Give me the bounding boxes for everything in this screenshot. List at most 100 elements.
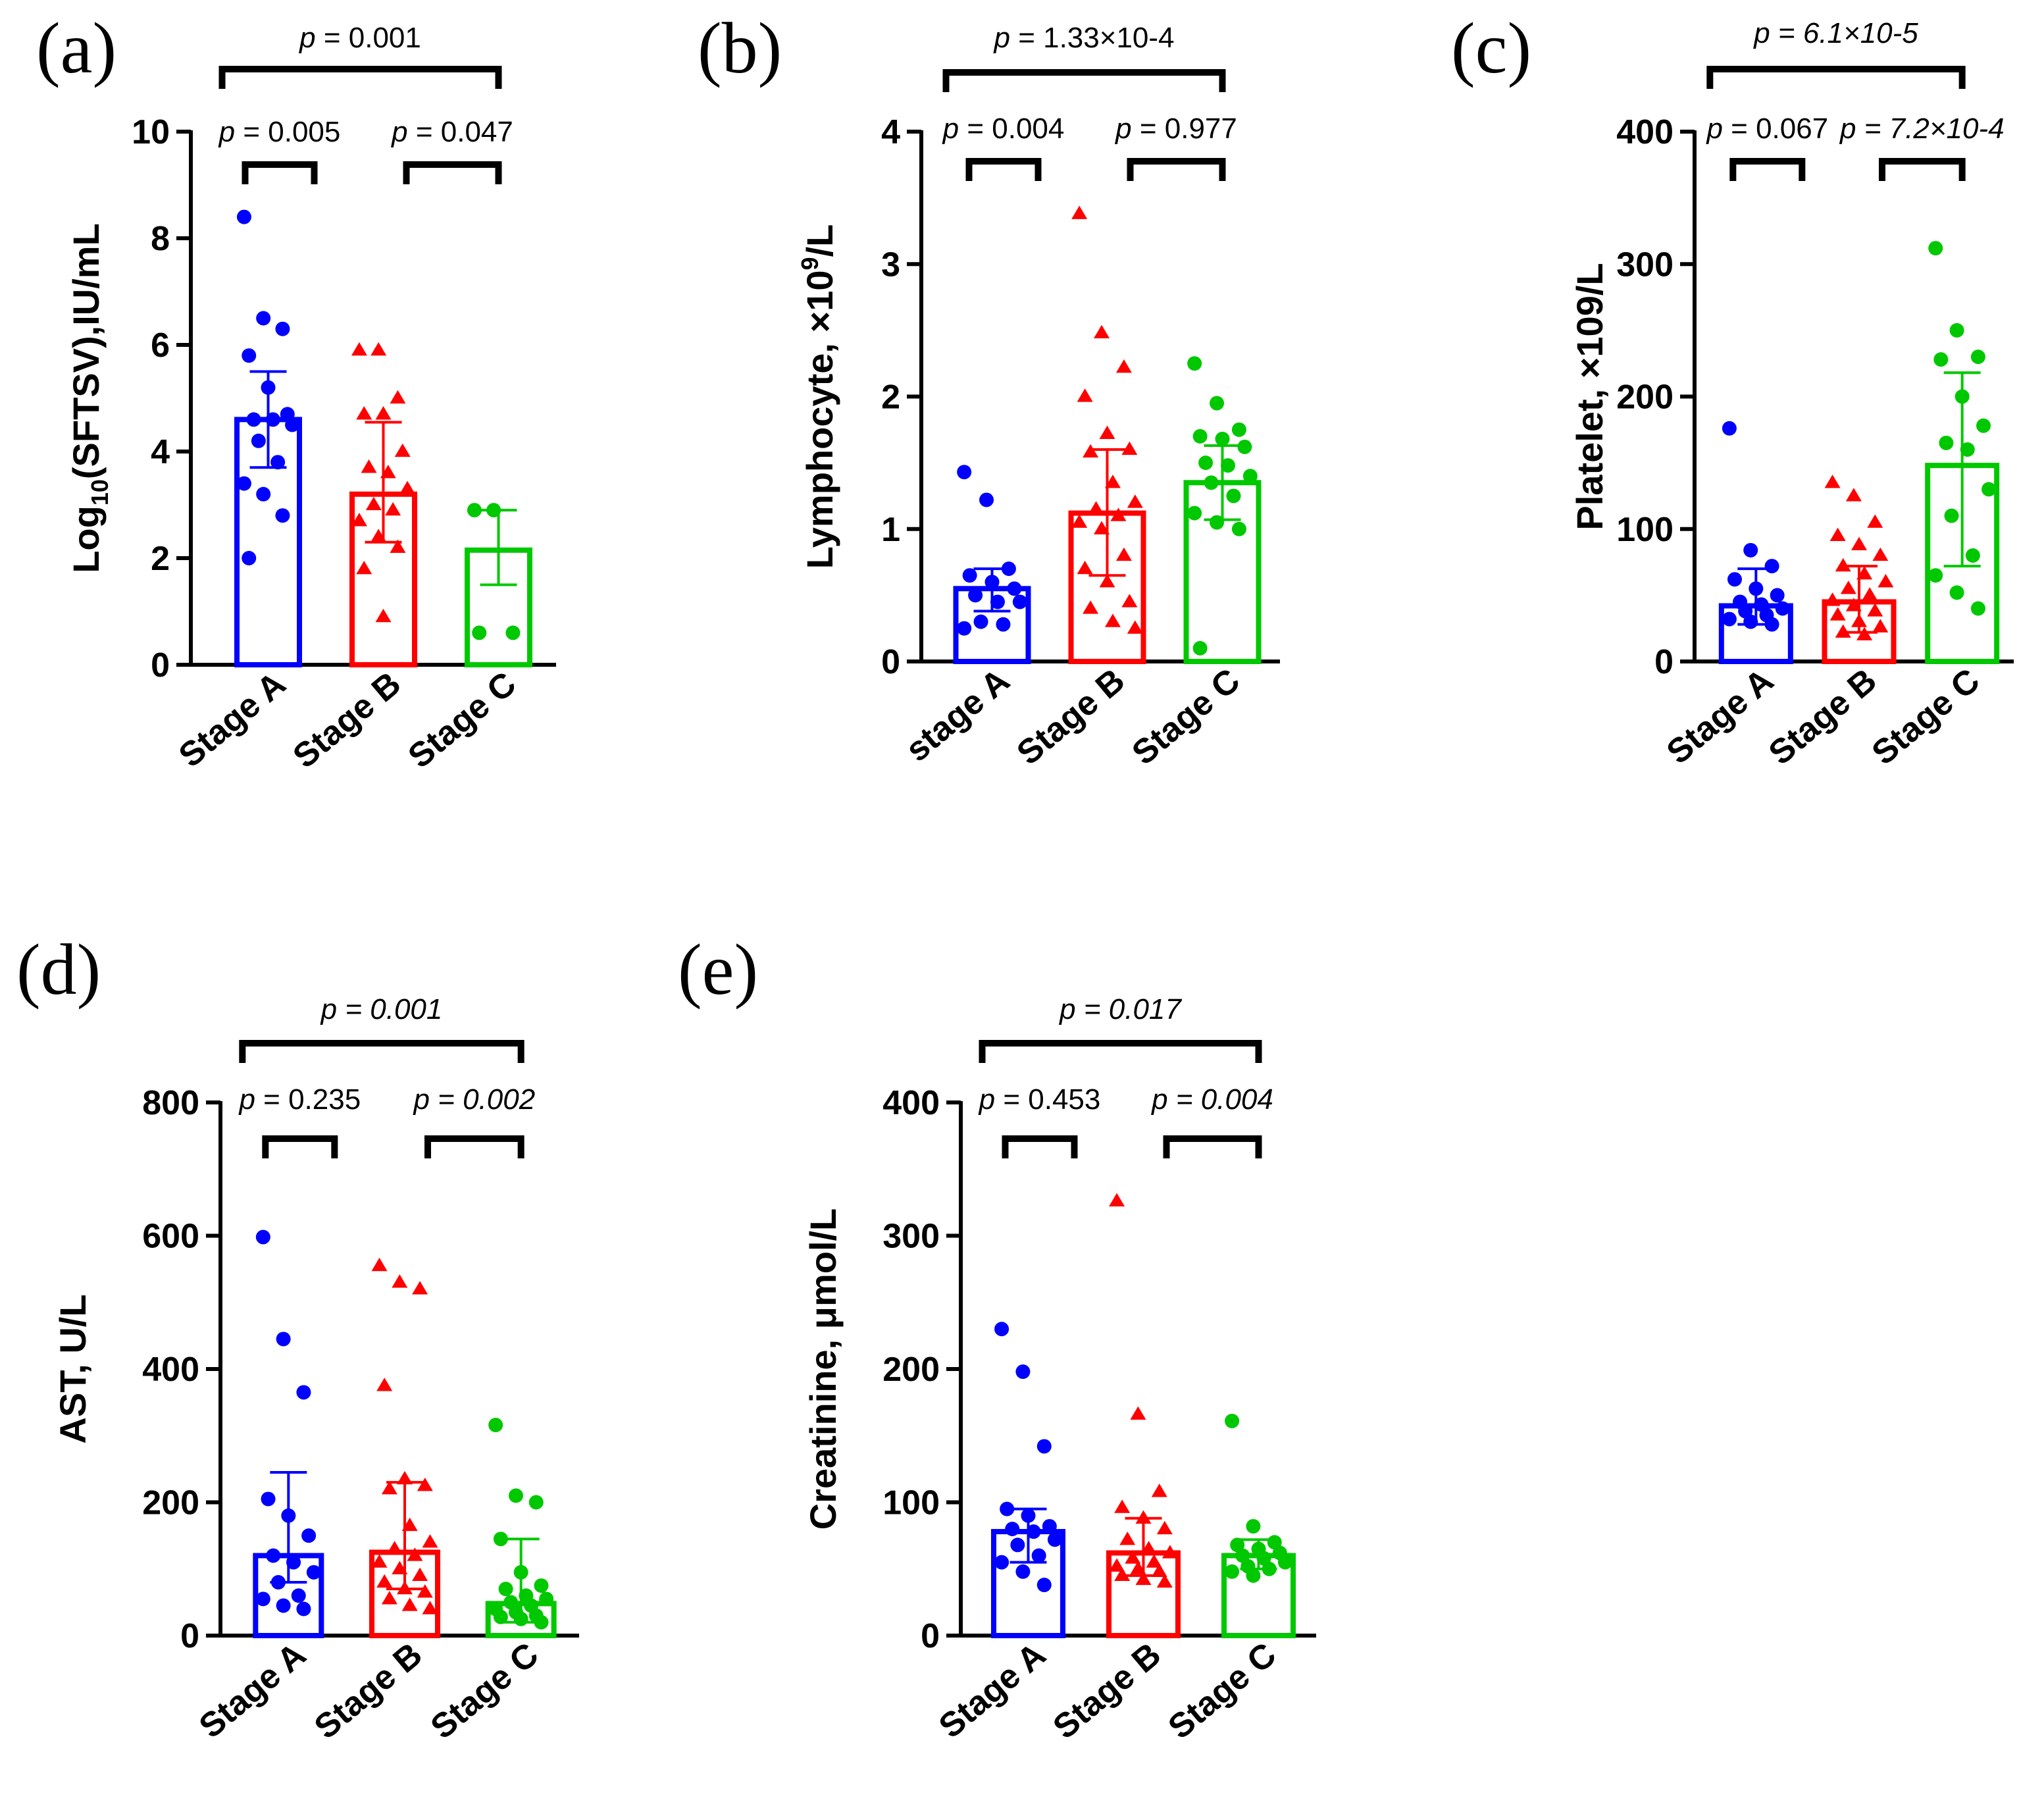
- data-point: [351, 513, 367, 527]
- data-point: [365, 496, 382, 511]
- y-axis-title: AST, U/L: [52, 1294, 93, 1443]
- data-point: [412, 1281, 428, 1295]
- category-label: Stage B: [1010, 661, 1133, 773]
- data-point: [285, 417, 300, 432]
- data-point: [1856, 565, 1873, 580]
- y-tick-label: 400: [142, 1351, 199, 1389]
- data-point: [994, 1322, 1009, 1337]
- y-tick-label: 100: [1616, 511, 1674, 549]
- data-point: [381, 1591, 397, 1605]
- data-point: [392, 1561, 408, 1574]
- data-point: [397, 1470, 413, 1485]
- data-point: [356, 406, 372, 420]
- data-point: [1862, 587, 1878, 601]
- y-tick-label: 300: [882, 1218, 940, 1256]
- data-point: [1949, 585, 1964, 600]
- panel-letter: (d): [16, 929, 101, 1010]
- data-point: [242, 348, 257, 363]
- data-point: [1036, 1578, 1052, 1593]
- data-point: [968, 588, 983, 603]
- data-point: [1047, 1532, 1062, 1547]
- data-point: [1840, 581, 1856, 594]
- y-axis-title: Log10(SFTSV),IU/mL: [65, 223, 113, 573]
- y-tick-label: 0: [151, 646, 170, 685]
- data-point: [1225, 1413, 1240, 1428]
- data-point: [1872, 619, 1889, 633]
- significance-bracket: [1163, 1135, 1262, 1158]
- category-label: Stage C: [424, 1636, 546, 1747]
- y-tick-label: 1: [881, 511, 900, 549]
- data-point: [1192, 640, 1208, 656]
- data-point: [1088, 501, 1104, 515]
- significance-bracket: [424, 1135, 524, 1158]
- data-point: [236, 209, 251, 224]
- data-point: [1824, 475, 1841, 488]
- data-point: [1127, 620, 1143, 634]
- data-point: [1007, 581, 1022, 596]
- data-point: [1237, 439, 1252, 454]
- data-point: [1119, 1531, 1136, 1545]
- data-point: [1764, 559, 1779, 574]
- category-label: Stage C: [401, 665, 524, 776]
- data-point: [1872, 547, 1889, 561]
- data-point: [534, 1615, 549, 1630]
- category-label: Stage A: [1660, 661, 1781, 772]
- data-point: [1722, 421, 1737, 436]
- data-point: [370, 529, 387, 542]
- data-point: [1071, 514, 1088, 528]
- p-value-label: p = 0.001: [320, 993, 443, 1025]
- data-point: [375, 608, 392, 623]
- data-point: [1770, 588, 1785, 603]
- p-value-label: p = 0.235: [238, 1083, 361, 1116]
- data-point: [397, 1580, 413, 1595]
- data-point: [973, 614, 988, 629]
- data-point: [508, 1488, 523, 1503]
- data-point: [1162, 1545, 1178, 1559]
- p-value-label: p = 0.067: [1705, 113, 1828, 145]
- data-point: [1083, 444, 1099, 458]
- data-point: [1867, 603, 1883, 617]
- data-point: [467, 503, 482, 518]
- data-point: [276, 1598, 291, 1613]
- data-point: [390, 390, 406, 404]
- data-point: [1851, 536, 1867, 551]
- y-tick-label: 4: [881, 113, 900, 151]
- data-point: [386, 1541, 403, 1555]
- data-point: [356, 560, 372, 575]
- data-point: [1743, 614, 1758, 629]
- data-point: [242, 551, 257, 565]
- data-point: [1005, 1522, 1020, 1536]
- data-point: [1130, 1406, 1146, 1420]
- y-tick-label: 8: [151, 220, 170, 258]
- data-point: [1225, 1564, 1240, 1579]
- data-point: [390, 539, 406, 553]
- data-point: [422, 1534, 438, 1548]
- y-tick-label: 400: [1616, 113, 1674, 151]
- data-point: [1944, 508, 1959, 523]
- significance-bracket: [965, 158, 1042, 181]
- data-point: [1000, 1501, 1015, 1516]
- data-point: [1851, 613, 1867, 627]
- data-point: [261, 380, 276, 395]
- data-point: [380, 465, 396, 478]
- data-point: [1928, 241, 1943, 256]
- data-point: [1928, 568, 1943, 583]
- data-point: [513, 1564, 528, 1580]
- y-tick-label: 0: [180, 1617, 199, 1655]
- y-tick-label: 2: [881, 378, 900, 417]
- data-point: [1042, 1518, 1057, 1534]
- y-tick-label: 4: [151, 433, 170, 471]
- data-point: [1210, 396, 1225, 411]
- data-point: [1121, 441, 1138, 455]
- data-point: [1125, 1550, 1141, 1564]
- data-point: [1231, 422, 1246, 437]
- data-point: [246, 412, 261, 427]
- data-point: [1114, 1567, 1131, 1582]
- y-axis-title: Platelet, ×109/L: [1569, 263, 1610, 530]
- data-point: [392, 1274, 408, 1288]
- data-point: [1267, 1535, 1282, 1550]
- data-point: [255, 1229, 270, 1245]
- data-point: [1981, 482, 1997, 497]
